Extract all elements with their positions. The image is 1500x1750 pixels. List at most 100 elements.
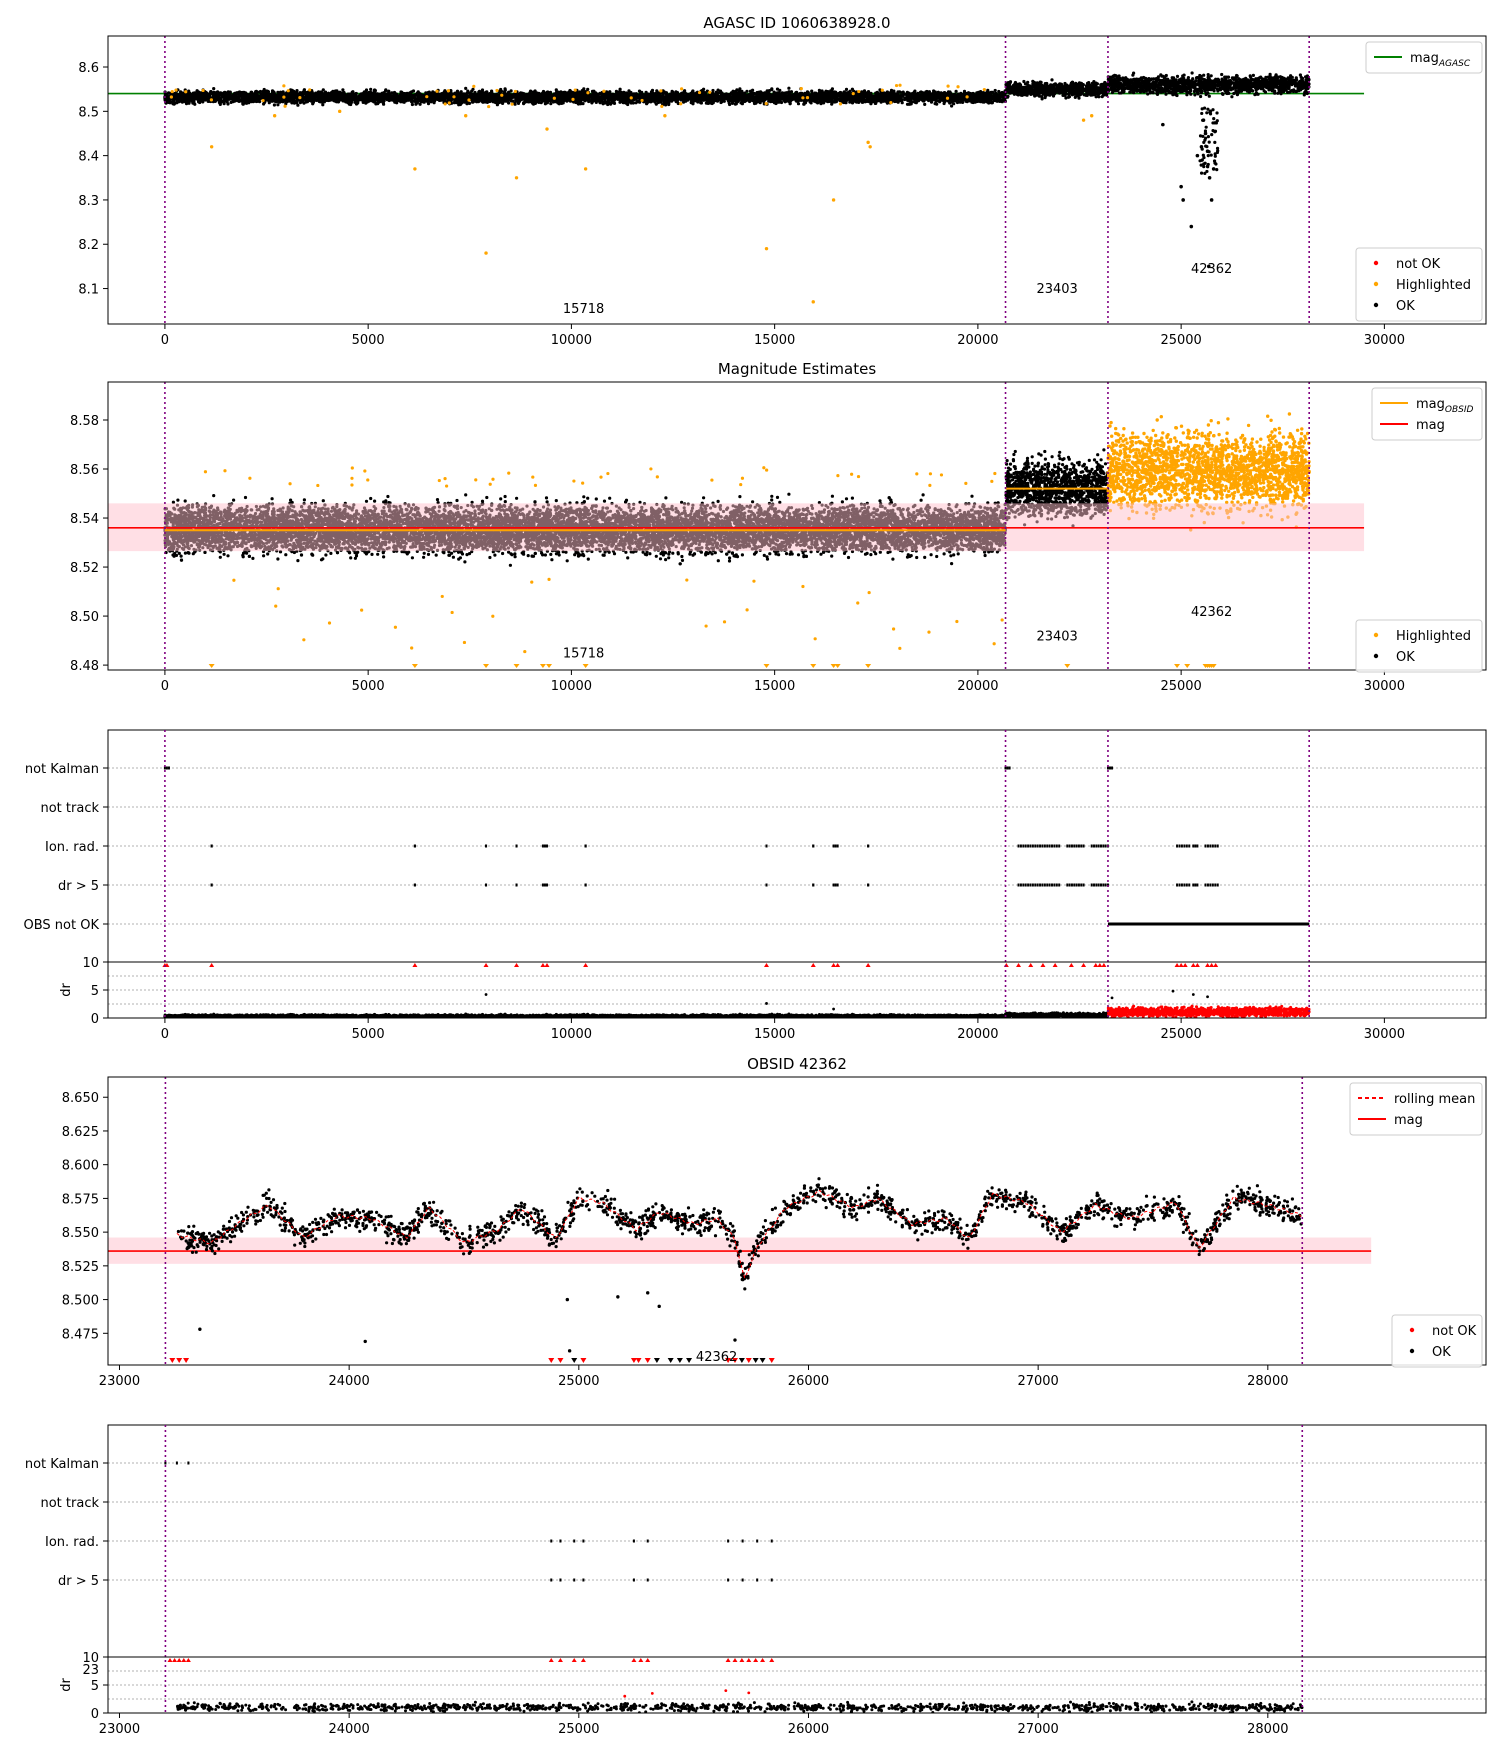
agasc-ok-points-point <box>700 98 704 102</box>
agasc-ok-points-point <box>814 91 818 95</box>
agasc-ok-points-point <box>418 102 422 106</box>
agasc-ok-points-point <box>542 94 546 98</box>
agasc-ok-points-point <box>272 98 276 102</box>
agasc-ok-points-point <box>578 94 582 98</box>
agasc-ok-points-point <box>459 90 463 94</box>
agasc-ok-points-point <box>977 99 981 103</box>
agasc-ok-points-point <box>978 91 983 95</box>
agasc-ok-points-point <box>458 102 462 107</box>
agasc-ok-points-point <box>787 86 791 90</box>
agasc-ok-points-point <box>783 91 787 95</box>
agasc-ok-points-point <box>743 91 747 95</box>
agasc-ok-points-point <box>477 90 481 94</box>
agasc-ok-points-point <box>167 91 171 95</box>
agasc-ok-points-point <box>865 96 869 100</box>
agasc-ok-points-point <box>258 89 263 94</box>
agasc-ok-points-point <box>384 88 388 92</box>
agasc-ok-points-point <box>820 89 824 93</box>
agasc-ok-points-point <box>354 92 358 96</box>
agasc-ok-points-point <box>501 101 505 105</box>
agasc-ok-points-point <box>699 101 704 105</box>
agasc-ok-points-point <box>387 89 391 93</box>
agasc-ok-points-point <box>499 98 503 102</box>
agasc-ok-points-point <box>900 94 905 98</box>
agasc-ok-points-point <box>767 89 772 93</box>
agasc-ok-points-point <box>740 102 745 106</box>
agasc-ok-points-point <box>410 102 414 107</box>
agasc-ok-points-point <box>592 89 596 93</box>
agasc-ok-points-point <box>993 88 997 93</box>
agasc-plot-area <box>108 71 1365 304</box>
agasc-ok-points-point <box>272 103 276 107</box>
agasc-ok-points-point <box>470 89 474 93</box>
agasc-ok-points-point <box>949 92 953 96</box>
agasc-ok-points-point <box>492 99 496 103</box>
agasc-ok-points-point <box>683 94 687 98</box>
agasc-ok-points-point <box>773 100 777 104</box>
agasc-ok-points-point <box>752 97 756 101</box>
agasc-ok-points-point <box>975 91 979 95</box>
agasc-ok-points-point <box>322 99 326 103</box>
agasc-ok-points-point <box>676 101 680 106</box>
agasc-ok-points-point <box>580 89 584 93</box>
agasc-ok-points-point <box>758 98 762 102</box>
agasc-ok-points-point <box>241 102 245 106</box>
agasc-ok-points-point <box>301 100 305 104</box>
agasc-ok-points-point <box>316 91 320 95</box>
agasc-ok-points-point <box>464 86 468 90</box>
agasc-ok-points-point <box>918 90 923 94</box>
agasc-ok-points-point <box>399 100 403 104</box>
agasc-ok-points-point <box>797 92 802 96</box>
agasc-ok-points-point <box>874 91 878 95</box>
agasc-ok-points-point <box>778 99 782 104</box>
agasc-ok-points-point <box>634 101 638 105</box>
agasc-ok-points-point <box>341 88 345 92</box>
agasc-ok-points-point <box>295 89 299 93</box>
agasc-ok-points-point <box>426 91 430 95</box>
agasc-ok-points-point <box>503 87 507 91</box>
agasc-ok-points-point <box>745 89 749 93</box>
agasc-ok-points-point <box>302 89 306 93</box>
agasc-ok-points-point <box>554 88 558 92</box>
agasc-ok-points-point <box>810 89 814 93</box>
agasc-ok-points-point <box>663 101 667 105</box>
agasc-ok-points-point <box>627 89 631 93</box>
agasc-ok-points-point <box>258 94 262 99</box>
agasc-ok-points-point <box>815 94 819 99</box>
agasc-ok-points-point <box>409 91 413 95</box>
agasc-ok-points-point <box>466 89 470 93</box>
agasc-ok-points-point <box>509 89 513 93</box>
agasc-ok-points-point <box>222 99 226 103</box>
agasc-ok-points-point <box>850 87 855 91</box>
agasc-ok-points-point <box>317 94 321 98</box>
agasc-ok-points-point <box>321 103 325 107</box>
agasc-ok-points-point <box>878 88 882 92</box>
agasc-ok-points-point <box>986 88 990 92</box>
agasc-ok-points-point <box>744 98 748 102</box>
agasc-ok-points-point <box>448 92 452 96</box>
agasc-ok-points-point <box>559 90 563 94</box>
agasc-ok-points-point <box>411 89 416 93</box>
agasc-ok-points-point <box>555 91 559 95</box>
agasc-ok-points-point <box>281 100 285 104</box>
agasc-ok-points-point <box>923 102 927 106</box>
agasc-ok-points-point <box>550 94 555 98</box>
agasc-ok-points-point <box>400 90 404 94</box>
agasc-ok-points-point <box>905 102 910 106</box>
agasc-ok-points <box>163 86 1008 108</box>
agasc-ok-points-point <box>192 100 196 104</box>
agasc-ok-points-point <box>212 87 216 91</box>
agasc-ok-points-point <box>950 104 954 108</box>
agasc-ok-points-point <box>507 101 511 105</box>
agasc-ok-points-point <box>796 99 800 103</box>
agasc-ok-points-point <box>842 100 846 105</box>
agasc-ok-points-point <box>369 87 373 91</box>
agasc-ok-points-point <box>543 102 548 106</box>
agasc-ok-points-point <box>938 100 942 104</box>
agasc-ok-points-point <box>780 91 784 95</box>
agasc-ok-points-point <box>561 101 565 105</box>
agasc-ok-points-point <box>901 90 905 94</box>
agasc-ok-points-point <box>229 100 233 104</box>
